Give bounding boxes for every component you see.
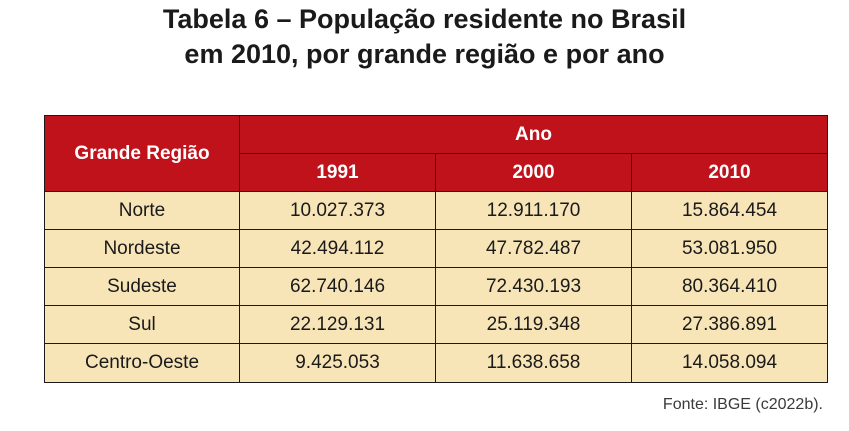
header-region: Grande Região: [44, 115, 240, 192]
value-cell: 11.638.658: [435, 343, 632, 383]
table-row: Norte 10.027.373 12.911.170 15.864.454: [44, 191, 829, 230]
table-row: Sul 22.129.131 25.119.348 27.386.891: [44, 305, 829, 344]
region-cell: Sudeste: [44, 267, 240, 306]
value-cell: 15.864.454: [630, 191, 829, 230]
region-cell: Centro-Oeste: [44, 343, 240, 383]
value-cell: 72.430.193: [435, 267, 632, 306]
table-title-line-1: Tabela 6 – População residente no Brasil: [162, 4, 687, 34]
value-cell: 12.911.170: [435, 191, 632, 230]
table-title-line-2: em 2010, por grande região e por ano: [184, 39, 665, 69]
value-cell: 27.386.891: [630, 305, 829, 344]
header-year-2010: 2010: [630, 153, 829, 192]
value-cell: 14.058.094: [630, 343, 829, 383]
header-year-group: Ano: [238, 115, 829, 154]
value-cell: 22.129.131: [239, 305, 436, 344]
population-table: Grande Região Ano 1991 2000 2010 Norte 1…: [44, 115, 829, 383]
value-cell: 42.494.112: [239, 229, 436, 268]
table-row: Sudeste 62.740.146 72.430.193 80.364.410: [44, 267, 829, 306]
table-row: Nordeste 42.494.112 47.782.487 53.081.95…: [44, 229, 829, 268]
value-cell: 9.425.053: [239, 343, 436, 383]
value-cell: 62.740.146: [239, 267, 436, 306]
table-title: Tabela 6 – População residente no Brasil…: [0, 2, 849, 72]
region-cell: Nordeste: [44, 229, 240, 268]
value-cell: 10.027.373: [239, 191, 436, 230]
header-year-1991: 1991: [239, 153, 436, 192]
region-cell: Norte: [44, 191, 240, 230]
table-row: Centro-Oeste 9.425.053 11.638.658 14.058…: [44, 343, 829, 383]
region-cell: Sul: [44, 305, 240, 344]
header-year-2000: 2000: [435, 153, 632, 192]
value-cell: 80.364.410: [630, 267, 829, 306]
value-cell: 47.782.487: [435, 229, 632, 268]
value-cell: 53.081.950: [630, 229, 829, 268]
value-cell: 25.119.348: [435, 305, 632, 344]
source-note: Fonte: IBGE (c2022b).: [662, 396, 823, 413]
